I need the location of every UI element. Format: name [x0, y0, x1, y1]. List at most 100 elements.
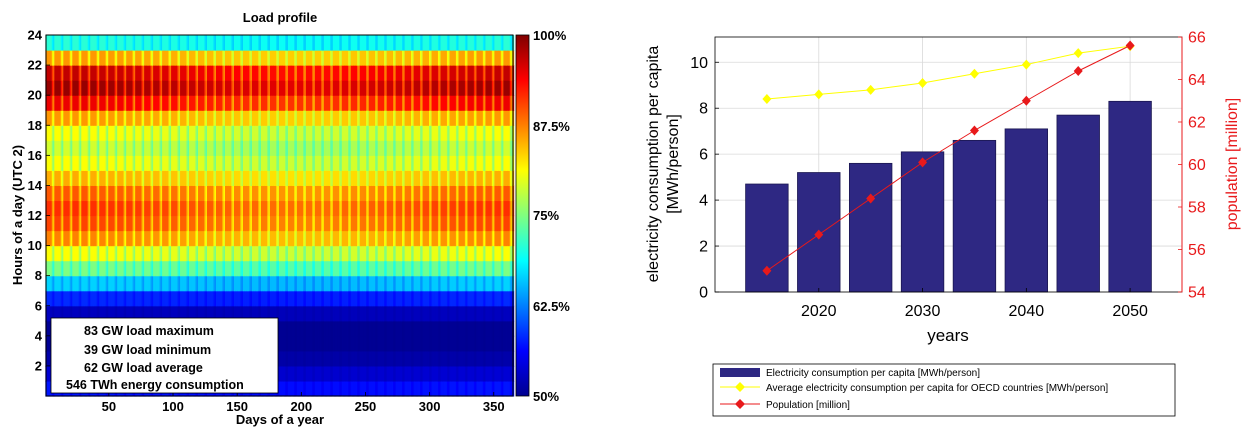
heatmap-cell	[304, 305, 307, 322]
heatmap-cell	[178, 290, 181, 307]
heatmap-cell	[204, 170, 207, 187]
heatmap-cell	[131, 140, 134, 156]
heatmap-cell	[99, 215, 102, 232]
heatmap-cell	[106, 260, 109, 277]
heatmap-cell	[312, 335, 315, 352]
heatmap-cell	[254, 260, 257, 277]
heatmap-cell	[60, 140, 63, 156]
heatmap-cell	[287, 350, 290, 367]
heatmap-cell	[94, 215, 96, 232]
heatmap-cell	[128, 260, 131, 277]
heatmap-cell	[113, 65, 116, 81]
heatmap-cell	[260, 290, 263, 307]
heatmap-cell	[176, 305, 179, 322]
heatmap-cell	[151, 305, 154, 322]
heatmap-cell	[249, 125, 252, 141]
heatmap-cell	[298, 155, 300, 171]
heatmap-cell	[163, 245, 166, 262]
heatmap-cell	[203, 95, 206, 111]
heatmap-cell	[130, 125, 132, 141]
heatmap-cell	[253, 155, 256, 171]
heatmap-cell	[63, 155, 66, 171]
heatmap-cell	[207, 95, 209, 111]
heatmap-cell	[160, 170, 163, 187]
heatmap-cell	[248, 290, 250, 307]
heatmap-cell	[54, 245, 57, 262]
heatmap-cell	[221, 185, 224, 202]
heatmap-cell	[281, 125, 284, 141]
heatmap-cell	[223, 200, 226, 217]
heatmap-cell	[305, 215, 308, 232]
heatmap-cell	[65, 245, 68, 262]
heatmap-cell	[264, 140, 267, 156]
heatmap-cell	[299, 260, 302, 277]
heatmap-cell	[146, 110, 149, 126]
heatmap-cell	[180, 170, 182, 187]
heatmap-cell	[146, 170, 149, 187]
heatmap-cell	[154, 155, 157, 171]
heatmap-cell	[300, 50, 303, 66]
heatmap-cell	[232, 65, 235, 81]
heatmap-cell	[136, 170, 139, 187]
heatmap-cell	[46, 140, 49, 156]
heatmap-cell	[277, 35, 280, 51]
heatmap-cell	[203, 65, 206, 81]
heatmap-cell	[189, 185, 191, 202]
heatmap-cell	[113, 200, 116, 217]
heatmap-cell	[94, 185, 96, 202]
heatmap-cell	[64, 275, 67, 292]
heatmap-cell	[187, 95, 190, 111]
heatmap-cell	[194, 65, 197, 81]
heatmap-cell	[178, 215, 181, 232]
heatmap-cell	[62, 65, 64, 81]
heatmap-cell	[97, 35, 100, 51]
heatmap-cell	[301, 185, 304, 202]
heatmap-cell	[158, 200, 161, 217]
heatmap-cell	[83, 305, 86, 322]
heatmap-cell	[258, 185, 261, 202]
heatmap-cell	[150, 155, 153, 171]
heatmap-cell	[133, 50, 136, 66]
heatmap-cell	[144, 185, 147, 202]
heatmap-cell	[114, 155, 117, 171]
heatmap-cell	[307, 350, 309, 367]
heatmap-cell	[267, 95, 270, 111]
heatmap-cell	[255, 170, 258, 187]
heatmap-cell	[109, 110, 112, 126]
heatmap-cell	[121, 200, 123, 217]
heatmap-cell	[249, 110, 252, 126]
heatmap-cell	[105, 245, 108, 262]
heatmap-cell	[124, 50, 127, 66]
heatmap-cell	[74, 290, 77, 307]
heatmap-cell	[59, 185, 62, 202]
heatmap-cell	[180, 140, 182, 156]
heatmap-cell	[173, 305, 176, 322]
heatmap-cell	[173, 125, 176, 141]
heatmap-cell	[81, 170, 84, 187]
heatmap-cell	[177, 245, 180, 262]
heatmap-cell	[131, 95, 134, 111]
heatmap-cell	[82, 200, 85, 217]
heatmap-cell	[282, 80, 285, 96]
heatmap-cell	[309, 305, 312, 322]
heatmap-cell	[139, 155, 141, 171]
heatmap-cell	[106, 215, 109, 232]
heatmap-cell	[62, 140, 64, 156]
heatmap-cell	[223, 125, 226, 141]
heatmap-cell	[209, 305, 212, 322]
heatmap-cell	[148, 95, 150, 111]
heatmap-cell	[135, 305, 138, 322]
heatmap-cell	[277, 215, 280, 232]
heatmap-cell	[283, 230, 286, 247]
heatmap-cell	[162, 125, 164, 141]
heatmap-cell	[178, 260, 181, 277]
heatmap-cell	[68, 155, 71, 171]
heatmap-cell	[177, 305, 180, 322]
heatmap-cell	[303, 260, 306, 277]
heatmap-cell	[132, 140, 135, 156]
heatmap-cell	[68, 35, 71, 51]
heatmap-cell	[213, 35, 216, 51]
heatmap-cell	[113, 230, 116, 247]
heatmap-cell	[132, 260, 135, 277]
heatmap-cell	[282, 245, 285, 262]
